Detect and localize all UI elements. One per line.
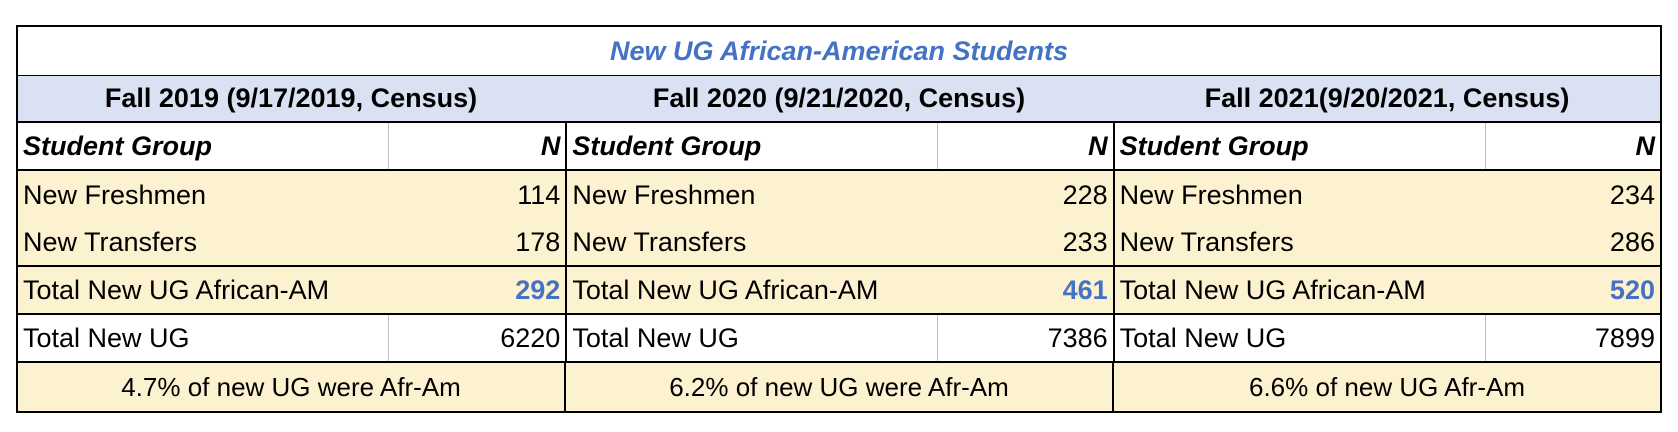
cell-group-2021: Total New UG 7899	[1112, 315, 1660, 361]
total-ug-value: 6220	[388, 315, 565, 361]
cell-group-2020: New Transfers 233	[565, 219, 1112, 265]
cell-group-2019: New Freshmen 114	[18, 171, 565, 219]
summary-2020: 6.2% of new UG were Afr-Am	[564, 363, 1112, 411]
cell-group-2020: New Freshmen 228	[565, 171, 1112, 219]
row-label: New Transfers	[23, 226, 198, 257]
row-label: Total New UG	[1119, 322, 1287, 353]
row-value: 114	[517, 179, 561, 210]
fall-header-row: Fall 2019 (9/17/2019, Census) Fall 2020 …	[18, 75, 1660, 123]
fall-2021-header: Fall 2021(9/20/2021, Census)	[1204, 83, 1570, 113]
row-value: 228	[1062, 179, 1108, 210]
student-group-header: Student Group	[23, 130, 212, 161]
row-value: 286	[1609, 226, 1655, 257]
students-table: New UG African-American Students Fall 20…	[16, 25, 1662, 413]
table-title: New UG African-American Students	[609, 35, 1069, 66]
row-label: Total New UG	[572, 322, 739, 353]
cell-group-2019: Total New UG African-AM 292	[18, 267, 565, 313]
fall-2020-header: Fall 2020 (9/21/2020, Census)	[652, 83, 1026, 113]
student-group-header: Student Group	[1119, 130, 1309, 161]
n-header: N	[937, 123, 1112, 169]
n-header: N	[388, 123, 565, 169]
column-header-row: Student Group N Student Group N Student …	[18, 123, 1660, 171]
cell-group-2020: Total New UG 7386	[565, 315, 1112, 361]
row-label: Total New UG African-AM	[23, 274, 330, 305]
table-row-total-ug: Total New UG 6220 Total New UG 7386 Tota…	[18, 315, 1660, 363]
cell-group-2021: New Transfers 286	[1112, 219, 1660, 265]
cell-group-2020: Total New UG African-AM 461	[565, 267, 1112, 313]
summary-2021: 6.6% of new UG Afr-Am	[1112, 363, 1660, 411]
total-ug-value: 7899	[1484, 315, 1660, 361]
row-label: Total New UG	[23, 322, 190, 353]
row-label: New Transfers	[1119, 226, 1294, 257]
row-label: Total New UG African-AM	[572, 274, 879, 305]
total-ug-value: 7386	[937, 315, 1112, 361]
table-row-new-freshmen: New Freshmen 114 New Freshmen 228 New Fr…	[18, 171, 1660, 219]
header-group-2021: Student Group N	[1112, 123, 1660, 169]
cell-group-2021: New Freshmen 234	[1112, 171, 1660, 219]
table-row-new-transfers: New Transfers 178 New Transfers 233 New …	[18, 219, 1660, 267]
total-afram-value: 520	[1609, 274, 1655, 305]
summary-2019: 4.7% of new UG were Afr-Am	[121, 371, 461, 402]
row-label: New Freshmen	[1119, 179, 1303, 210]
row-value: 233	[1062, 226, 1108, 257]
row-label: Total New UG African-AM	[1119, 274, 1426, 305]
table-row-total-afram: Total New UG African-AM 292 Total New UG…	[18, 267, 1660, 315]
header-group-2019: Student Group N	[18, 123, 565, 169]
row-value: 234	[1609, 179, 1655, 210]
row-value: 178	[515, 226, 561, 257]
row-label: New Freshmen	[572, 179, 756, 210]
row-label: New Freshmen	[23, 179, 207, 210]
cell-group-2019: New Transfers 178	[18, 219, 565, 265]
header-group-2020: Student Group N	[565, 123, 1112, 169]
cell-group-2019: Total New UG 6220	[18, 315, 565, 361]
fall-2019-header: Fall 2019 (9/17/2019, Census)	[104, 83, 478, 113]
total-afram-value: 292	[515, 274, 561, 305]
total-afram-value: 461	[1062, 274, 1108, 305]
row-label: New Transfers	[572, 226, 747, 257]
n-header: N	[1484, 123, 1660, 169]
cell-group-2021: Total New UG African-AM 520	[1112, 267, 1660, 313]
student-group-header: Student Group	[572, 130, 762, 161]
summary-row: 4.7% of new UG were Afr-Am 6.2% of new U…	[18, 363, 1660, 411]
